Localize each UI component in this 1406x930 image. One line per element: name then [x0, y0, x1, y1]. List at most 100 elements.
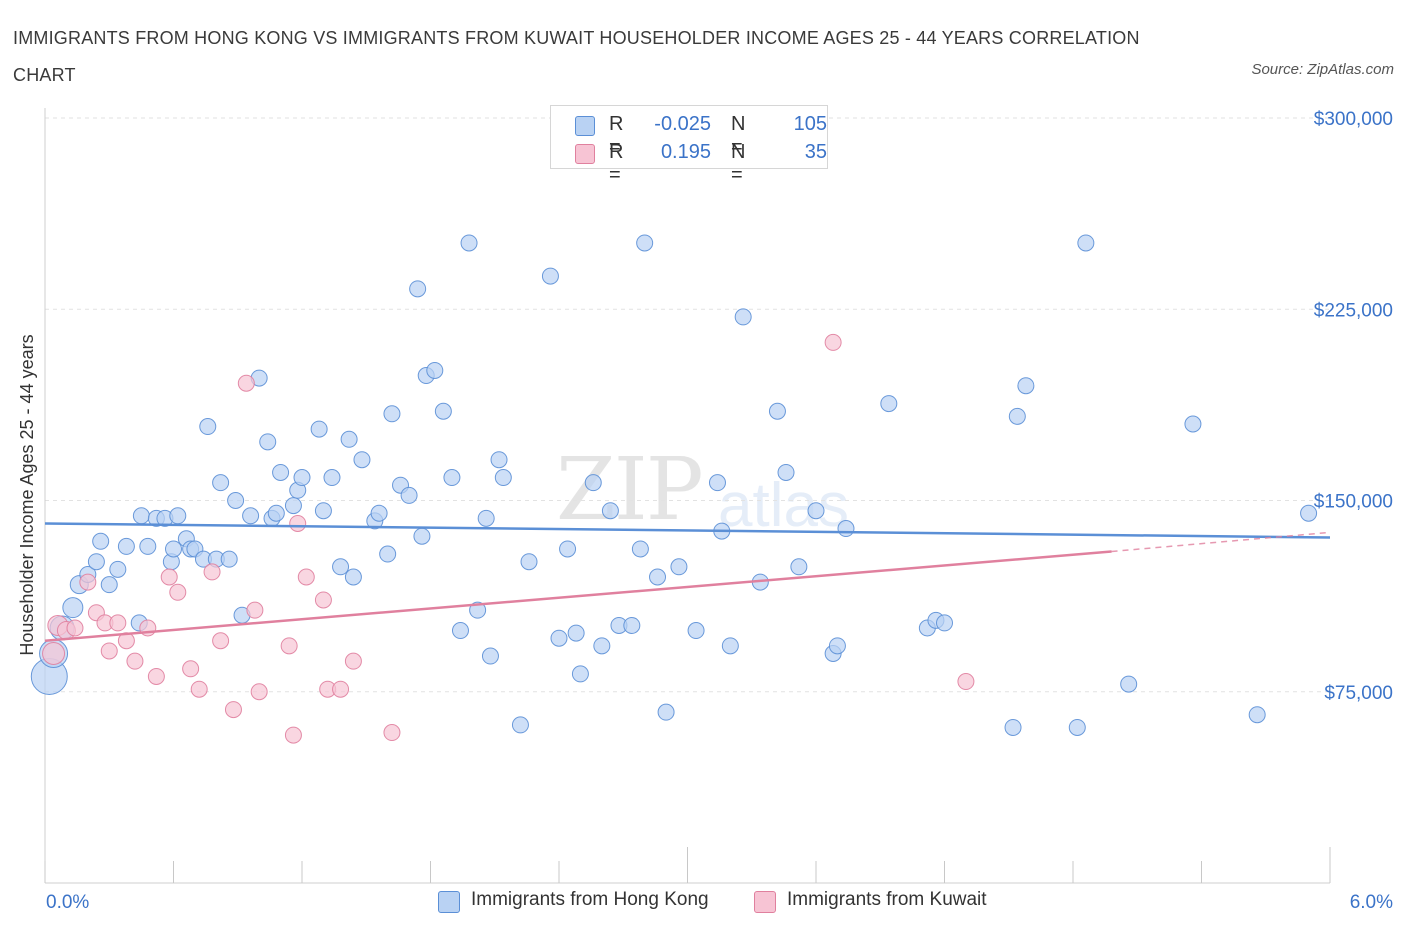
hong-kong-point [383, 405, 401, 423]
hong-kong-point [481, 647, 499, 665]
hong-kong-point [353, 451, 371, 469]
kuwait-point [383, 724, 401, 742]
hong-kong-point [477, 509, 495, 527]
kuwait-point [246, 601, 264, 619]
kuwait-point [237, 374, 255, 392]
kuwait-point [79, 573, 97, 591]
hong-kong-point [1017, 377, 1035, 395]
bottom-legend-label-hong-kong: Immigrants from Hong Kong [471, 889, 709, 910]
hong-kong-point [601, 502, 619, 520]
kuwait-point [824, 333, 842, 351]
legend-n-value: 35 [804, 141, 827, 163]
hong-kong-point [687, 622, 705, 640]
x-tick-label: 0.0% [46, 892, 89, 913]
hong-kong-point [623, 616, 641, 634]
hong-kong-point [593, 637, 611, 655]
kuwait-point [109, 614, 127, 632]
kuwait-point [160, 568, 178, 586]
hong-kong-point [293, 469, 311, 487]
source-label: Source: ZipAtlas.com [1251, 61, 1394, 78]
y-tick-label: $300,000 [1314, 109, 1393, 130]
kuwait-point [190, 680, 208, 698]
hong-kong-point [837, 520, 855, 538]
hong-kong-point [511, 716, 529, 734]
hong-kong-point [1068, 718, 1086, 736]
kuwait-point [126, 652, 144, 670]
hong-kong-point [490, 451, 508, 469]
hong-kong-point [413, 527, 431, 545]
hong-kong-point [670, 558, 688, 576]
hong-kong-point [828, 637, 846, 655]
hong-kong-point [708, 474, 726, 492]
hong-kong-point [340, 430, 358, 448]
kuwait-point [280, 637, 298, 655]
hong-kong-point [584, 474, 602, 492]
kuwait-point [344, 652, 362, 670]
bottom-legend-swatch-kuwait [754, 891, 776, 913]
hong-kong-point [636, 234, 654, 252]
hong-kong-point [117, 537, 135, 555]
kuwait-point [957, 673, 975, 691]
hong-kong-point [657, 703, 675, 721]
kuwait-point [314, 591, 332, 609]
hong-kong-point [777, 463, 795, 481]
y-tick-label: $150,000 [1314, 492, 1393, 513]
hong-kong-point [936, 614, 953, 632]
hong-kong-point [379, 545, 397, 563]
kuwait-point [224, 701, 242, 719]
kuwait-point [169, 583, 187, 601]
kuwait-trend-line [44, 550, 1112, 642]
correlation-legend: R = -0.025 N = 105 R = 0.195 N = 35 [550, 105, 828, 186]
hong-kong-point [400, 486, 418, 504]
kuwait-point [250, 683, 268, 701]
x-tick-label: 6.0% [1350, 892, 1393, 913]
watermark-zip: ZIP [556, 440, 704, 540]
hong-kong-point [259, 433, 277, 451]
kuwait-point [212, 632, 230, 650]
hong-kong-point [62, 597, 84, 619]
hong-kong-point [721, 637, 739, 655]
hong-kong-point [451, 622, 469, 640]
hong-kong-point [267, 504, 285, 522]
hong-kong-point [520, 553, 538, 571]
hong-kong-point [541, 267, 559, 285]
hong-kong-point [220, 550, 238, 568]
bottom-legend-label-kuwait: Immigrants from Kuwait [787, 889, 987, 910]
hong-kong-point [332, 558, 350, 576]
hong-kong-point [100, 576, 118, 594]
hong-kong-point [199, 418, 217, 436]
hong-kong-point [409, 280, 427, 298]
legend-n-label: N = [731, 113, 746, 158]
hong-kong-point [272, 463, 290, 481]
hong-kong-point [344, 568, 362, 586]
legend-r-value: 0.195 [660, 141, 711, 163]
hong-kong-point [571, 665, 589, 683]
hong-kong-point [169, 507, 187, 525]
kuwait-point [332, 680, 350, 698]
legend-swatch-hong-kong [575, 116, 595, 136]
hong-kong-point [567, 624, 585, 642]
hong-kong-point [494, 469, 512, 487]
hong-kong-point [1184, 415, 1202, 433]
hong-kong-point [768, 402, 786, 420]
legend-r-value: -0.025 [654, 113, 711, 135]
hong-kong-point [443, 469, 461, 487]
kuwait-point [66, 619, 84, 637]
hong-kong-point [559, 540, 577, 558]
hong-kong-point [1120, 675, 1138, 693]
hong-kong-point [880, 395, 898, 413]
hong-kong-point [284, 497, 302, 515]
hong-kong-point [1300, 504, 1318, 522]
kuwait-point [100, 642, 118, 660]
hong-kong-point [807, 502, 825, 520]
hong-kong-point [1008, 407, 1026, 425]
hong-kong-point [734, 308, 752, 326]
hong-kong-point [460, 234, 478, 252]
hong-kong-point [469, 601, 487, 619]
hong-kong-point [1004, 718, 1022, 736]
kuwait-trend-extension [1111, 531, 1331, 553]
hong-kong-point [1077, 234, 1095, 252]
legend-r-label: R = [609, 141, 624, 186]
kuwait-point [42, 642, 66, 665]
hong-kong-point [314, 502, 332, 520]
